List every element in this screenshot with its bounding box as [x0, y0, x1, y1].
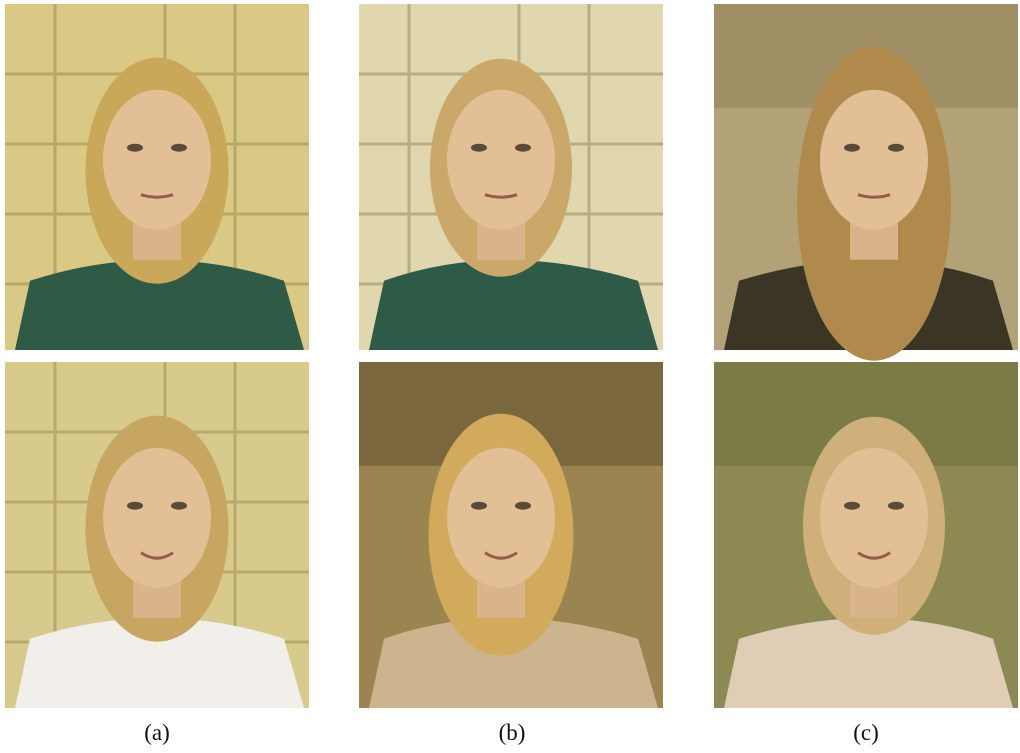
photo	[359, 4, 663, 350]
eye	[127, 502, 143, 510]
photo	[5, 362, 309, 708]
eye	[171, 502, 187, 510]
face	[103, 448, 211, 588]
eye	[844, 144, 860, 152]
page: (a) (b) (c) (() => { const data = JSON.p…	[0, 0, 1020, 753]
face	[447, 90, 555, 230]
photo	[714, 362, 1018, 708]
photo	[714, 4, 1018, 361]
eye	[515, 144, 531, 152]
eye	[471, 502, 487, 510]
eye	[171, 144, 187, 152]
figure: (a) (b) (c)	[0, 0, 1020, 753]
eye	[888, 144, 904, 152]
panel-label: (b)	[499, 720, 526, 745]
photo	[5, 4, 309, 350]
panel-label: (c)	[853, 720, 879, 745]
photo	[359, 362, 663, 708]
face	[447, 448, 555, 588]
face	[820, 90, 928, 230]
eye	[888, 502, 904, 510]
eye	[471, 144, 487, 152]
face	[103, 90, 211, 230]
panel-label: (a)	[144, 720, 170, 745]
eye	[515, 502, 531, 510]
face	[820, 448, 928, 588]
eye	[127, 144, 143, 152]
eye	[844, 502, 860, 510]
